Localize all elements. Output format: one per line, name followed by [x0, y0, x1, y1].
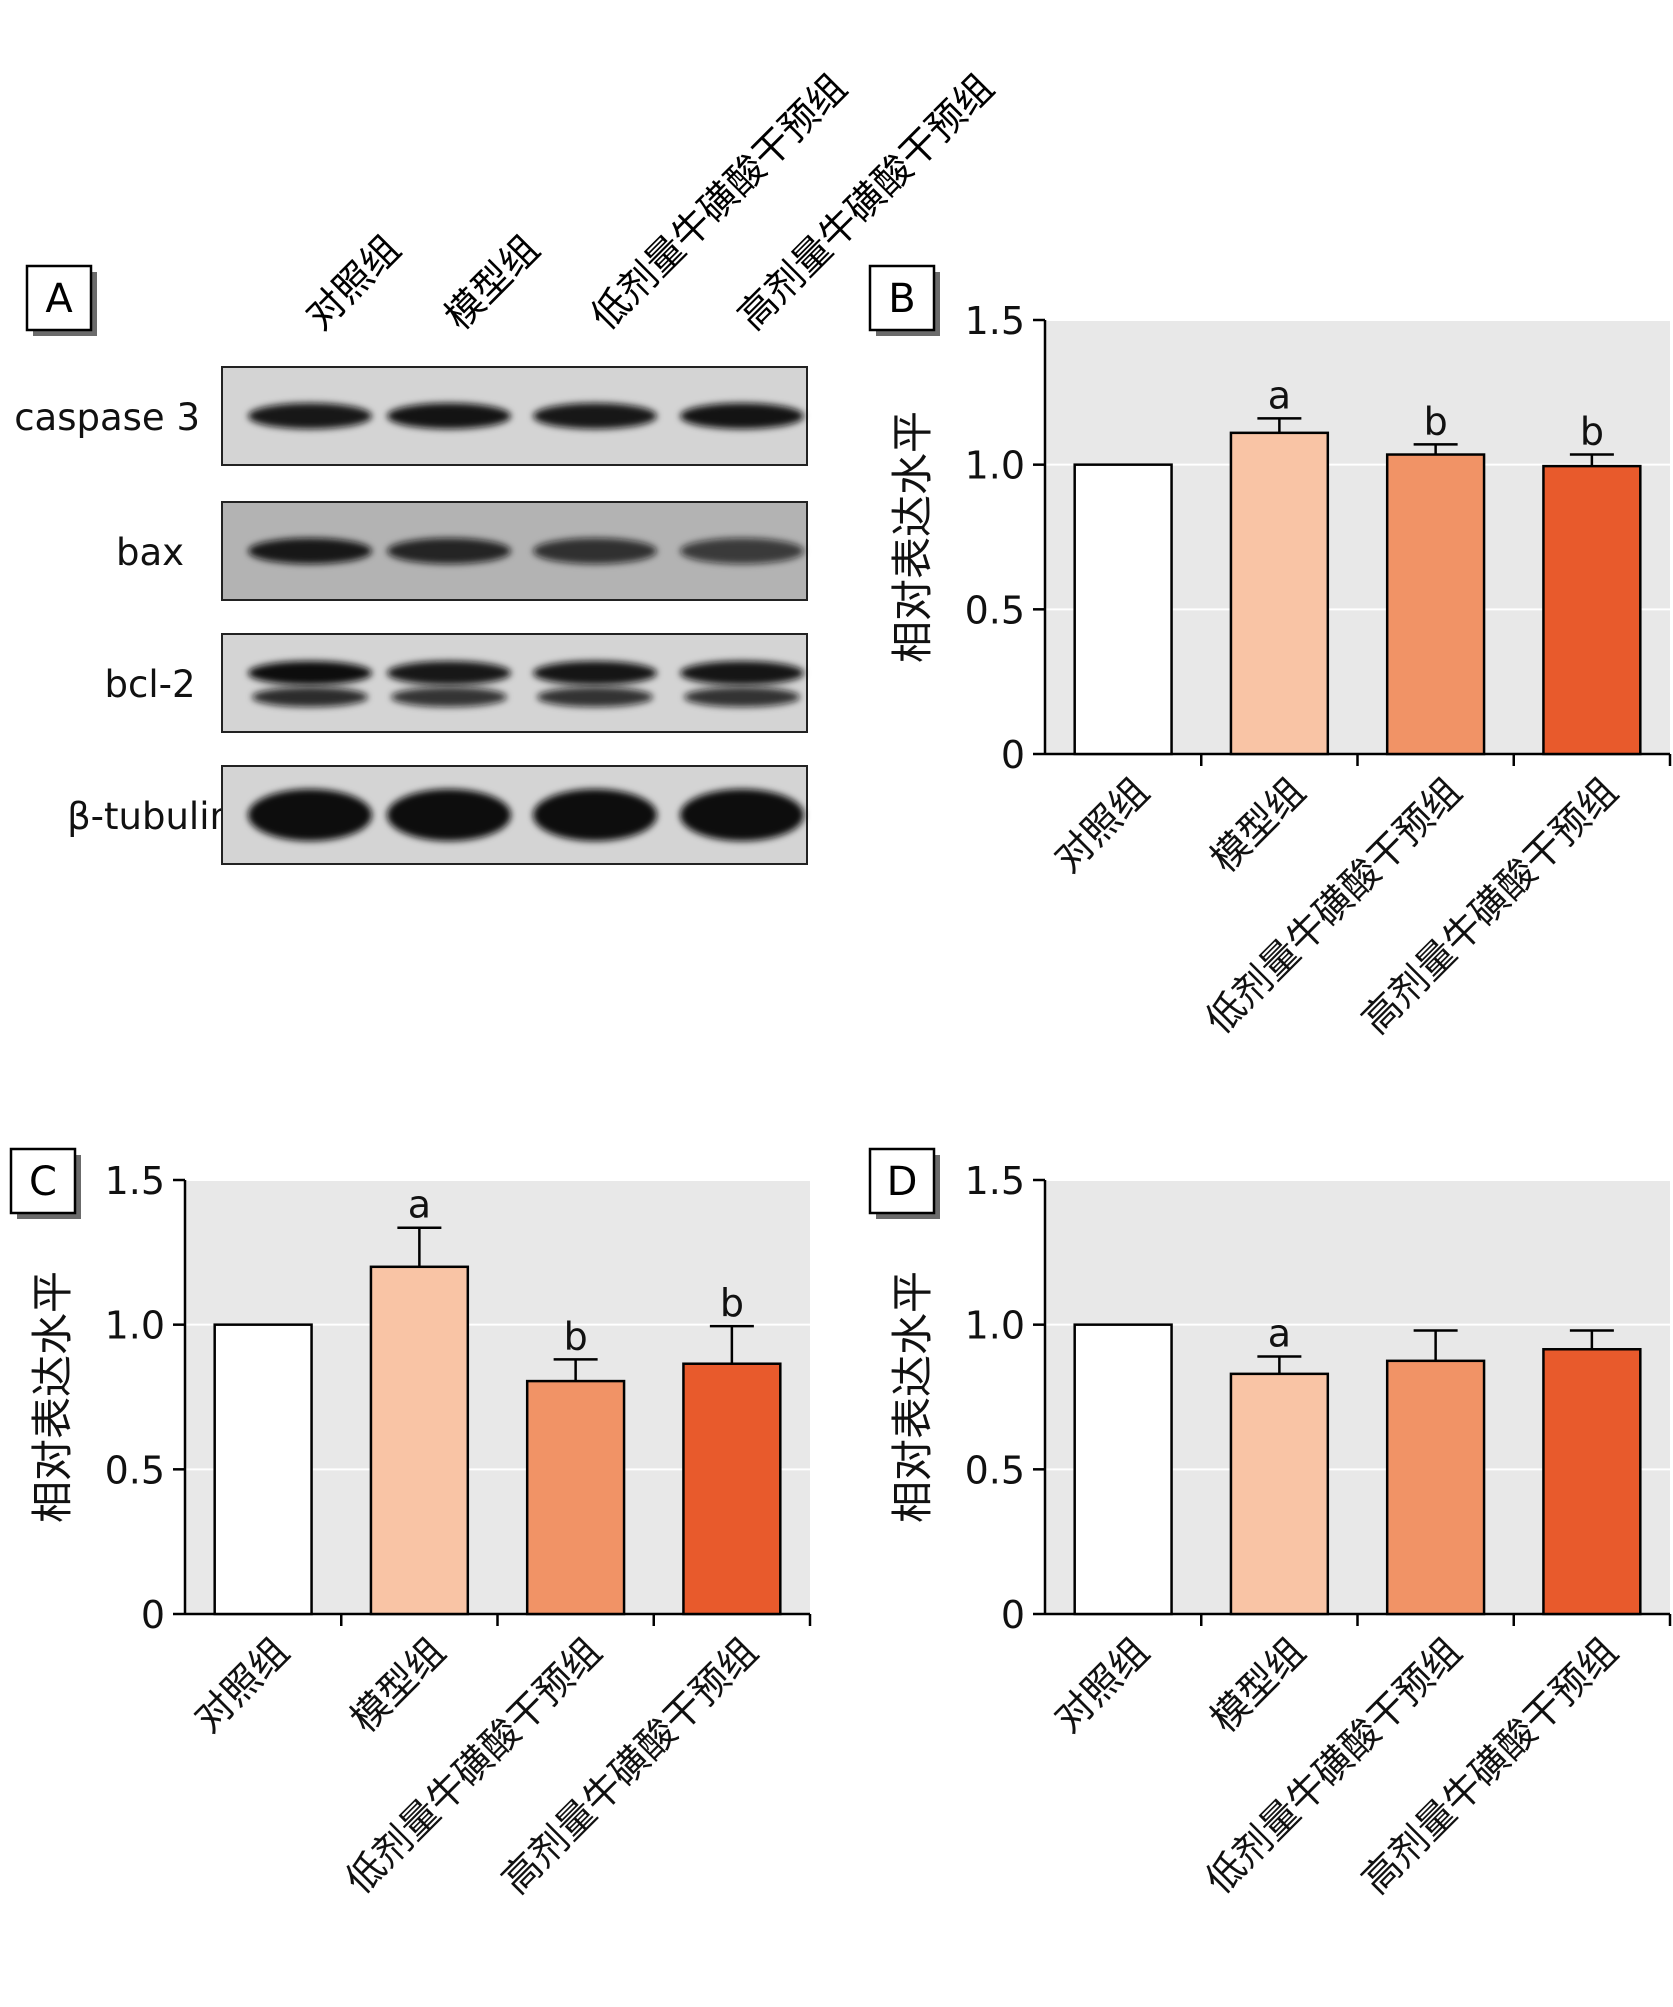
blot-lane-label: 高剂量牛磺酸干预组 — [729, 65, 1002, 338]
bar — [1542, 464, 1642, 756]
y-tick-label: 1.0 — [965, 1304, 1025, 1348]
blot-rows: caspase 3 bax bcl-2 β-tubulin — [14, 366, 808, 865]
blot-band-lower — [391, 687, 507, 707]
bar — [1229, 1372, 1330, 1616]
blot-row: bcl-2 — [104, 633, 808, 733]
y-tick-label: 0.5 — [965, 1448, 1025, 1492]
blot-band-lower — [252, 687, 368, 707]
blot-band — [387, 403, 511, 429]
blot-band — [533, 403, 657, 429]
blot-band-lower — [537, 687, 653, 707]
y-axis-label: 相对表达水平 — [28, 1271, 77, 1523]
y-tick-label: 1.5 — [965, 299, 1025, 343]
y-tick-label: 0 — [141, 1593, 165, 1637]
blot-band — [680, 661, 804, 685]
bar — [1542, 1348, 1642, 1616]
blot-protein-label: β-tubulin — [67, 795, 233, 838]
y-axis-label: 相对表达水平 — [888, 411, 937, 663]
bar — [525, 1379, 626, 1616]
y-tick-label: 1.5 — [105, 1159, 165, 1203]
y-axis-label: 相对表达水平 — [888, 1271, 937, 1523]
blot-band — [248, 789, 372, 841]
x-tick-label: 对照组 — [1046, 1629, 1158, 1741]
bar — [1385, 1359, 1486, 1616]
blot-protein-label: bcl-2 — [104, 663, 195, 706]
x-tick-label: 对照组 — [1046, 769, 1158, 881]
blot-lane-label: 对照组 — [297, 227, 409, 339]
y-tick-label: 0.5 — [105, 1448, 165, 1492]
significance-label: b — [1580, 410, 1604, 454]
blot-band — [248, 403, 372, 429]
blot-band — [533, 789, 657, 841]
x-tick-label: 低剂量牛磺酸干预组 — [337, 1629, 610, 1902]
x-tick-label: 模型组 — [342, 1629, 454, 1741]
blot-row: caspase 3 — [14, 366, 808, 466]
significance-label: b — [1424, 399, 1448, 443]
significance-label: a — [1268, 1311, 1291, 1355]
blot-band — [680, 789, 804, 841]
blot-band — [680, 403, 804, 429]
x-tick-label: 模型组 — [1202, 1629, 1314, 1741]
blot-band — [387, 661, 511, 685]
x-tick-label: 低剂量牛磺酸干预组 — [1197, 769, 1470, 1042]
x-tick-label: 模型组 — [1202, 769, 1314, 881]
blot-band — [680, 538, 804, 564]
blot-protein-label: caspase 3 — [14, 396, 200, 439]
panel-d-label-box — [868, 1147, 936, 1215]
bar — [1073, 1323, 1173, 1616]
y-tick-label: 1.5 — [965, 1159, 1025, 1203]
blot-lane-label: 模型组 — [436, 227, 548, 339]
blot-band — [248, 538, 372, 564]
blot-band-lower — [684, 687, 800, 707]
x-tick-label: 对照组 — [186, 1629, 298, 1741]
y-tick-label: 0.5 — [965, 588, 1025, 632]
significance-label: b — [720, 1281, 744, 1325]
bar — [369, 1265, 470, 1616]
x-tick-label: 低剂量牛磺酸干预组 — [1197, 1629, 1470, 1902]
panel-c-label: C — [29, 1159, 57, 1205]
blot-protein-label: bax — [116, 531, 184, 574]
blot-band — [387, 789, 511, 841]
bar — [1385, 453, 1486, 756]
bar — [682, 1362, 782, 1616]
significance-label: a — [408, 1183, 431, 1227]
blot-band — [533, 538, 657, 564]
significance-label: a — [1268, 373, 1291, 417]
panel-d-label: D — [887, 1159, 918, 1205]
blot-row: bax — [116, 501, 808, 601]
bar — [213, 1323, 313, 1616]
blot-band — [533, 661, 657, 685]
blot-band — [248, 661, 372, 685]
blot-row: β-tubulin — [67, 765, 808, 865]
panel-b-label: B — [888, 276, 915, 322]
y-tick-label: 1.0 — [105, 1304, 165, 1348]
panel-a-label: A — [45, 276, 73, 322]
bar — [1229, 431, 1330, 756]
panel-b-label-box — [868, 264, 936, 332]
blot-band — [387, 538, 511, 564]
x-tick-label: 高剂量牛磺酸干预组 — [1353, 1629, 1626, 1902]
y-tick-label: 0 — [1001, 733, 1025, 777]
x-tick-label: 高剂量牛磺酸干预组 — [493, 1629, 766, 1902]
panel-c-label-box — [9, 1147, 77, 1215]
panel-a-label-box — [25, 264, 93, 332]
bar — [1073, 463, 1173, 756]
significance-label: b — [564, 1314, 588, 1358]
y-tick-label: 0 — [1001, 1593, 1025, 1637]
y-tick-label: 1.0 — [965, 444, 1025, 488]
blot-lane-label: 低剂量牛磺酸干预组 — [582, 65, 855, 338]
x-tick-label: 高剂量牛磺酸干预组 — [1353, 769, 1626, 1042]
